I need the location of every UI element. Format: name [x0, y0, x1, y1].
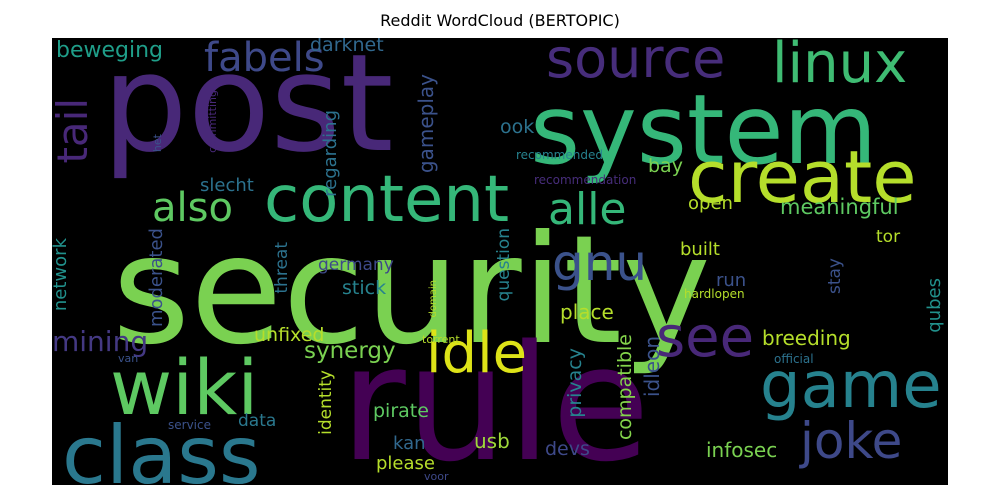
word-also: also: [152, 185, 233, 231]
word-domain: domain: [428, 280, 439, 318]
word-source: source: [546, 38, 726, 90]
word-game: game: [760, 349, 942, 423]
word-built: built: [680, 239, 720, 260]
word-compatible: compatible: [614, 334, 636, 441]
word-qubes: qubes: [924, 278, 945, 333]
word-please: please: [376, 453, 435, 474]
word-usb: usb: [474, 429, 510, 453]
word-system: system: [530, 74, 878, 186]
word-hardlopen: hardlopen: [684, 287, 745, 301]
word-class: class: [62, 409, 261, 486]
word-security: security: [112, 204, 711, 378]
word-alle: alle: [548, 184, 627, 235]
word-idle: idle: [426, 321, 528, 386]
word-open: open: [688, 193, 733, 214]
word-identity: identity: [316, 370, 336, 435]
word-recommended: recommended: [516, 148, 603, 162]
word-bay: bay: [648, 155, 683, 177]
word-breeding: breeding: [762, 326, 851, 350]
word-darknet: darknet: [310, 38, 384, 56]
word-idleon: idleon: [640, 336, 664, 398]
word-privacy: privacy: [564, 348, 586, 418]
word-joke: joke: [800, 412, 903, 470]
word-rule: rule: [340, 310, 651, 485]
word-data: data: [238, 411, 277, 431]
word-stick: stick: [342, 277, 387, 299]
word-germany: germany: [318, 255, 394, 275]
word-torrent: torrent: [422, 333, 460, 346]
word-beweging: beweging: [56, 38, 164, 63]
word-content: content: [264, 163, 510, 237]
word-synergy: synergy: [304, 338, 396, 364]
word-run: run: [716, 270, 747, 291]
word-linux: linux: [772, 38, 908, 96]
word-moderated: moderated: [146, 228, 167, 328]
word-voor: voor: [424, 470, 449, 483]
word-het: het: [151, 134, 164, 153]
word-ook: ook: [500, 116, 535, 138]
word-create: create: [688, 135, 917, 219]
word-regarding: regarding: [320, 110, 341, 197]
word-service: service: [168, 418, 211, 432]
word-slecht: slecht: [200, 175, 254, 196]
word-tor: tor: [876, 227, 901, 247]
word-pirate: pirate: [373, 400, 429, 422]
word-van: van: [118, 352, 139, 365]
word-place: place: [560, 300, 614, 324]
word-wiki: wiki: [110, 343, 259, 432]
word-post: post: [102, 38, 394, 182]
word-official: official: [774, 352, 814, 366]
word-tail: tail: [52, 98, 97, 164]
word-committing: committing: [206, 90, 219, 153]
word-see: see: [656, 305, 755, 370]
word-stay: stay: [825, 258, 845, 295]
word-meaningful: meaningful: [780, 195, 899, 219]
wordcloud-canvas: security post rule system class content create…: [52, 38, 948, 485]
word-infosec: infosec: [706, 438, 778, 462]
word-unfixed: unfixed: [254, 324, 325, 346]
word-recommendation: recommendation: [534, 173, 637, 187]
word-mining: mining: [52, 325, 149, 358]
word-devs: devs: [545, 438, 590, 460]
word-network: network: [52, 238, 71, 312]
word-gnu: gnu: [552, 234, 648, 292]
chart-title: Reddit WordCloud (BERTOPIC): [380, 11, 620, 30]
word-question: question: [494, 228, 514, 302]
word-kan: kan: [393, 433, 426, 454]
word-fabels: fabels: [204, 38, 325, 81]
word-threat: threat: [272, 242, 292, 294]
word-gameplay: gameplay: [414, 74, 438, 174]
